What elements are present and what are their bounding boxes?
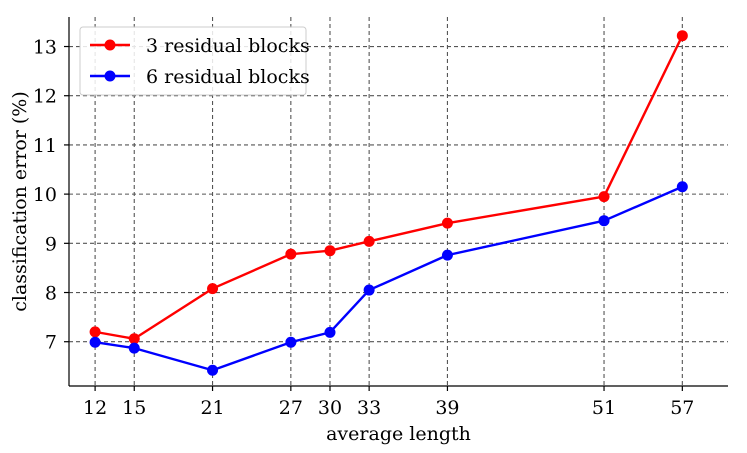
data-point-6-residual-blocks-21 <box>207 364 219 376</box>
y-tick-label-10: 10 <box>33 184 57 206</box>
x-tick-label-39: 39 <box>435 397 459 419</box>
y-tick-label-8: 8 <box>45 283 57 305</box>
data-point-3-residual-blocks-57 <box>676 30 688 42</box>
x-tick-label-12: 12 <box>83 397 107 419</box>
data-point-6-residual-blocks-30 <box>324 326 336 338</box>
y-tick-label-12: 12 <box>33 86 57 108</box>
data-point-3-residual-blocks-30 <box>324 245 336 257</box>
data-point-6-residual-blocks-12 <box>89 336 101 348</box>
legend-marker-3-residual-blocks <box>104 39 116 51</box>
x-tick-label-57: 57 <box>670 397 694 419</box>
x-tick-label-21: 21 <box>200 397 224 419</box>
data-point-3-residual-blocks-51 <box>598 191 610 203</box>
x-tick-label-27: 27 <box>279 397 303 419</box>
legend-label-3-residual-blocks: 3 residual blocks <box>146 35 310 57</box>
data-point-3-residual-blocks-39 <box>441 217 453 229</box>
x-axis-label: average length <box>326 423 471 445</box>
x-tick-label-33: 33 <box>357 397 381 419</box>
legend: 3 residual blocks 6 residual blocks <box>79 26 310 96</box>
y-tick-label-9: 9 <box>45 233 57 255</box>
data-point-6-residual-blocks-57 <box>676 181 688 193</box>
data-point-6-residual-blocks-33 <box>363 284 375 296</box>
data-point-3-residual-blocks-33 <box>363 235 375 247</box>
data-point-3-residual-blocks-15 <box>128 333 140 345</box>
tick-labels: 12 15 21 27 30 33 39 51 57 7 8 9 10 11 12 13 <box>33 37 695 419</box>
series-line-6-residual-blocks <box>94 185 683 372</box>
y-axis-label: classification error (%) <box>9 91 31 312</box>
data-point-6-residual-blocks-15 <box>128 342 140 354</box>
data-point-3-residual-blocks-27 <box>285 248 297 260</box>
x-tick-label-15: 15 <box>122 397 146 419</box>
y-tick-label-7: 7 <box>45 332 57 354</box>
series-group <box>89 30 688 376</box>
data-point-6-residual-blocks-27 <box>285 336 297 348</box>
y-tick-label-13: 13 <box>33 37 57 59</box>
legend-box <box>79 26 307 96</box>
data-point-3-residual-blocks-21 <box>207 283 219 295</box>
axes <box>68 17 728 387</box>
legend-label-6-residual-blocks: 6 residual blocks <box>146 66 310 88</box>
legend-marker-6-residual-blocks <box>104 70 116 82</box>
x-tick-label-51: 51 <box>592 397 616 419</box>
data-point-6-residual-blocks-51 <box>598 215 610 227</box>
x-tick-label-30: 30 <box>318 397 342 419</box>
data-point-6-residual-blocks-39 <box>441 249 453 261</box>
y-tick-label-11: 11 <box>33 135 57 157</box>
data-point-3-residual-blocks-12 <box>89 326 101 338</box>
